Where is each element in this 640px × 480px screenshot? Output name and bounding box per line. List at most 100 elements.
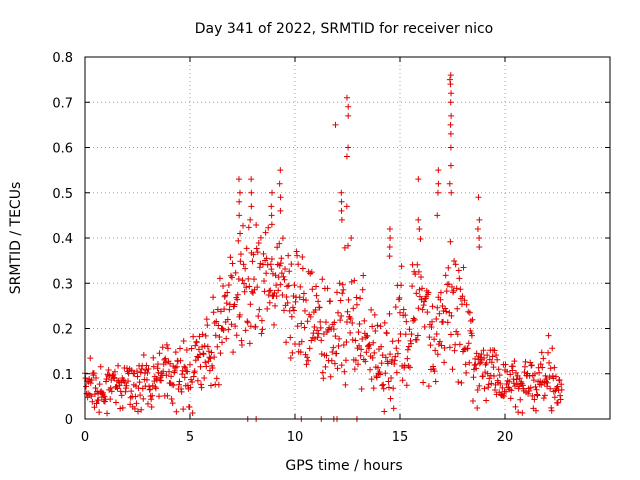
- data-point: [283, 339, 290, 346]
- data-point: [550, 388, 557, 395]
- data-point: [410, 315, 417, 322]
- data-point: [296, 341, 303, 348]
- data-point: [532, 407, 539, 414]
- data-point: [338, 207, 345, 214]
- data-point: [443, 308, 450, 315]
- data-point: [111, 368, 118, 375]
- data-point: [343, 338, 350, 345]
- data-point: [448, 312, 455, 319]
- data-point: [255, 313, 262, 320]
- data-point: [381, 408, 388, 415]
- data-point: [447, 144, 454, 151]
- data-point: [507, 395, 514, 402]
- data-point: [205, 348, 212, 355]
- data-point: [236, 189, 243, 196]
- data-point: [159, 344, 166, 351]
- data-point: [271, 289, 278, 296]
- x-tick-label: 0: [81, 430, 89, 445]
- data-point: [336, 335, 343, 342]
- data-point: [547, 365, 554, 372]
- data-point: [439, 302, 446, 309]
- data-point: [517, 396, 524, 403]
- data-point: [442, 305, 449, 312]
- data-point: [445, 264, 452, 271]
- data-point: [437, 289, 444, 296]
- data-point: [290, 292, 297, 299]
- data-point: [266, 287, 273, 294]
- data-point: [171, 367, 178, 374]
- data-point: [510, 376, 517, 383]
- data-point: [398, 263, 405, 270]
- data-point: [242, 327, 249, 334]
- data-point: [216, 275, 223, 282]
- data-point: [343, 153, 350, 160]
- data-point: [491, 347, 498, 354]
- data-point: [373, 374, 380, 381]
- data-point: [138, 406, 145, 413]
- data-point: [427, 342, 434, 349]
- data-point: [119, 404, 126, 411]
- data-point: [103, 378, 109, 385]
- data-point: [538, 349, 545, 356]
- data-point: [541, 392, 548, 399]
- data-point: [519, 409, 526, 416]
- data-point: [447, 99, 454, 106]
- data-point: [558, 386, 565, 393]
- data-point: [356, 342, 363, 349]
- data-point: [437, 296, 444, 303]
- data-point: [301, 324, 308, 331]
- data-point: [407, 337, 414, 344]
- data-point: [95, 397, 102, 404]
- data-point: [342, 357, 349, 364]
- data-point: [456, 341, 463, 348]
- data-point: [453, 285, 460, 292]
- data-point: [386, 310, 393, 317]
- data-point: [105, 366, 112, 373]
- data-point: [220, 327, 227, 334]
- data-point: [118, 392, 125, 399]
- data-point: [324, 285, 331, 292]
- data-point: [337, 317, 344, 324]
- data-point: [136, 379, 143, 386]
- data-point: [199, 331, 206, 338]
- data-point: [416, 225, 423, 232]
- data-point: [145, 400, 151, 407]
- data-point: [263, 270, 270, 277]
- data-point: [406, 326, 413, 333]
- data-point: [359, 336, 366, 343]
- data-point: [446, 344, 453, 351]
- data-point: [468, 332, 475, 339]
- data-point: [175, 381, 182, 388]
- data-point: [287, 354, 294, 361]
- data-point: [216, 334, 223, 341]
- data-point: [441, 359, 448, 366]
- data-point: [447, 72, 454, 79]
- data-point: [236, 212, 243, 219]
- data-point: [249, 258, 256, 265]
- data-point: [223, 300, 230, 307]
- data-point: [320, 375, 327, 382]
- data-point: [427, 366, 434, 373]
- data-point: [332, 333, 339, 340]
- data-point: [448, 112, 455, 119]
- data-point: [421, 323, 428, 330]
- data-point: [432, 347, 439, 354]
- data-point: [503, 388, 510, 395]
- data-point: [283, 293, 290, 300]
- data-point: [208, 382, 214, 389]
- data-point: [490, 373, 497, 380]
- data-point: [483, 360, 490, 367]
- data-point: [374, 364, 381, 371]
- data-point: [458, 379, 465, 386]
- y-tick-label: 0.2: [52, 323, 73, 338]
- data-point: [350, 305, 357, 312]
- data-point: [358, 386, 365, 393]
- data-point: [391, 360, 398, 367]
- data-point: [425, 383, 432, 390]
- data-point: [125, 378, 132, 385]
- data-point: [192, 342, 199, 349]
- data-point: [343, 318, 350, 325]
- data-point: [413, 336, 420, 343]
- data-point: [534, 391, 541, 398]
